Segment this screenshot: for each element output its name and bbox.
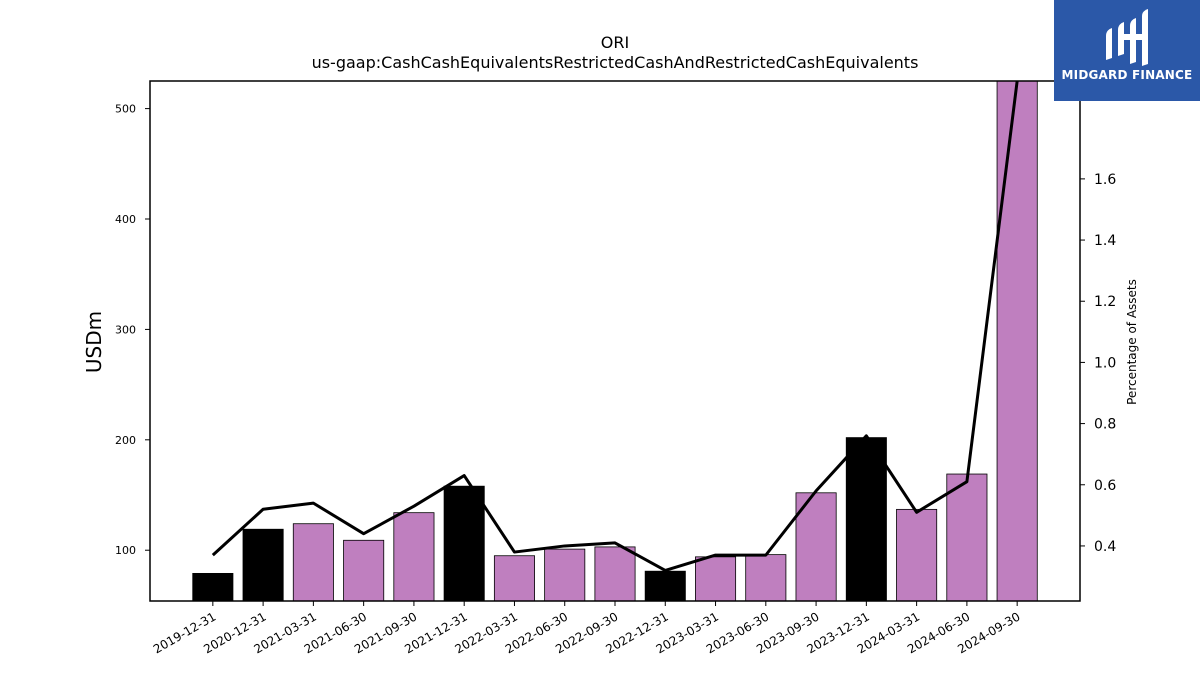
x-ticks: 2019-12-312020-12-312021-03-312021-06-30… — [151, 601, 1023, 656]
bar-series — [192, 80, 1038, 602]
bar — [594, 546, 636, 602]
bar — [896, 508, 938, 602]
y-right-tick-label: 0.6 — [1094, 478, 1116, 494]
bar — [845, 437, 887, 602]
y-ticks-left: 100 200 300 400 500 — [115, 103, 150, 557]
y-tick-label: 500 — [115, 103, 136, 116]
y-tick-label: 300 — [115, 323, 136, 336]
bar — [996, 80, 1038, 602]
y-tick-label: 200 — [115, 434, 136, 447]
bar — [443, 485, 485, 602]
brand-logo: MIDGARD FINANCE — [1054, 0, 1200, 101]
y-right-tick-label: 1.2 — [1094, 294, 1116, 310]
y-tick-label: 100 — [115, 544, 136, 557]
y-right-tick-label: 1.4 — [1094, 233, 1116, 249]
y-ticks-right: 0.4 0.6 0.8 1.0 1.2 1.4 1.6 — [1080, 172, 1116, 555]
chart-subtitle: us-gaap:CashCashEquivalentsRestrictedCas… — [312, 53, 919, 72]
y-axis-right-label: Percentage of Assets — [1125, 279, 1139, 405]
y-right-tick-label: 1.6 — [1094, 172, 1116, 188]
chart-title: ORI — [601, 33, 629, 52]
y-axis-label: USDm — [82, 311, 106, 373]
y-right-tick-label: 1.0 — [1094, 355, 1116, 371]
bar — [292, 523, 334, 602]
axes — [149, 80, 1081, 602]
midgard-logo-icon — [1106, 9, 1148, 66]
y-right-tick-label: 0.4 — [1094, 539, 1116, 555]
bar — [695, 556, 737, 602]
bar — [544, 548, 586, 602]
bar — [242, 528, 284, 602]
brand-name: MIDGARD FINANCE — [1061, 68, 1193, 82]
bar — [343, 539, 385, 602]
bar — [493, 555, 535, 602]
bar — [393, 512, 435, 602]
bar — [795, 492, 837, 602]
line-series — [211, 81, 1019, 572]
plot-frame — [149, 80, 1081, 602]
percentage-line — [211, 81, 1019, 572]
y-right-tick-label: 0.8 — [1094, 417, 1116, 433]
bar — [192, 572, 234, 602]
bar — [946, 473, 988, 602]
y-tick-label: 400 — [115, 213, 136, 226]
bar — [745, 554, 787, 602]
bar — [644, 570, 686, 602]
